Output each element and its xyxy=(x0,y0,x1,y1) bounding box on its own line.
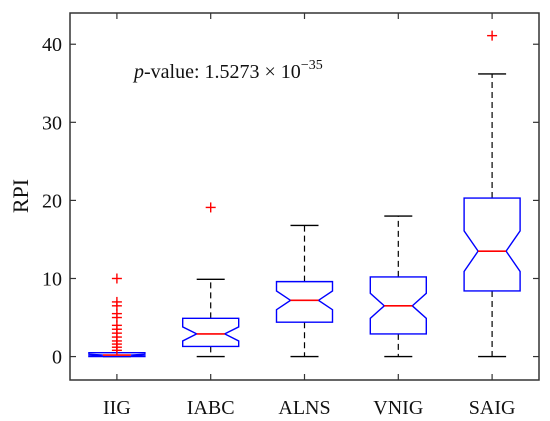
x-category-label: IABC xyxy=(187,397,235,419)
p-value-exponent: −35 xyxy=(301,58,323,73)
box-iabc xyxy=(182,202,240,358)
y-tick-label: 40 xyxy=(42,34,62,56)
p-value-annotation: p-value: 1.5273 × 10−35 xyxy=(132,58,323,83)
box-body xyxy=(463,197,521,292)
x-category-label: ALNS xyxy=(278,397,330,419)
box-body xyxy=(275,280,334,323)
y-axis: 0 10 20 30 40 xyxy=(42,34,539,369)
p-value-text: -value: 1.5273 × 10 xyxy=(144,61,301,83)
x-category-label: SAIG xyxy=(469,397,516,419)
y-axis-label: RPI xyxy=(8,179,33,213)
y-tick-label: 30 xyxy=(42,112,62,134)
outlier-point xyxy=(111,296,122,307)
y-tick-label: 0 xyxy=(52,347,62,369)
box-saig xyxy=(463,30,521,358)
outlier-point xyxy=(111,273,122,284)
x-category-label: IIG xyxy=(103,397,131,419)
outlier-point xyxy=(205,202,216,213)
y-tick-label: 20 xyxy=(42,190,62,212)
box-iig xyxy=(88,273,146,358)
x-category-label: VNIG xyxy=(373,397,423,419)
box-group xyxy=(88,30,521,358)
outlier-point xyxy=(487,30,498,41)
y-tick-label: 10 xyxy=(42,268,62,290)
box-body xyxy=(182,317,240,348)
x-axis: IIG IABC ALNS VNIG SAIG xyxy=(103,13,515,419)
box-alns xyxy=(275,224,334,358)
p-value-prefix: p xyxy=(132,61,144,83)
box-vnig xyxy=(369,215,427,358)
